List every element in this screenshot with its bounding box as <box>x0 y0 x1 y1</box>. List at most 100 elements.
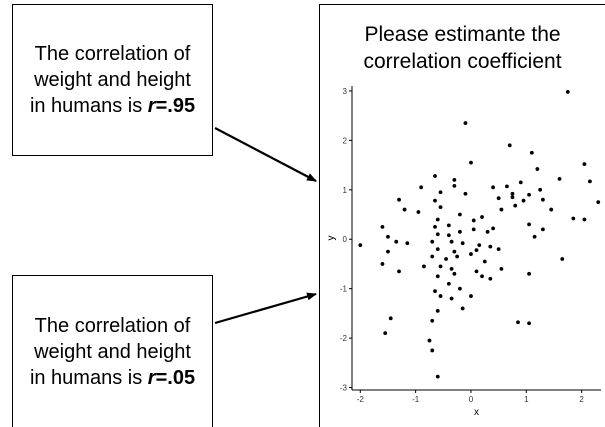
r-value: =.05 <box>155 366 196 389</box>
scatter-point <box>521 198 526 203</box>
scatter-points <box>358 90 601 379</box>
scatter-point <box>499 266 504 271</box>
scatter-point <box>469 294 473 298</box>
scatter-point <box>386 234 390 239</box>
y-axis-ticks: -3 -2 -1 0 1 2 3 <box>340 87 352 393</box>
scatter-point <box>380 224 385 229</box>
scatter-point <box>394 239 399 244</box>
scatter-point <box>538 187 543 192</box>
scatter-point <box>463 191 468 196</box>
scatter-point <box>416 210 421 214</box>
scatter-point <box>435 309 440 313</box>
scatter-point <box>469 160 473 165</box>
scatter-point <box>430 318 435 323</box>
x-tick-label: 2 <box>579 395 584 404</box>
y-axis-label: y <box>326 236 337 241</box>
scatter-point <box>596 200 601 205</box>
scatter-point <box>388 316 393 321</box>
scatter-point <box>488 276 493 281</box>
scatter-point <box>477 243 482 248</box>
scatter-point <box>358 243 363 248</box>
scatter-point <box>433 289 437 294</box>
scatter-point <box>452 271 457 276</box>
scatter-point <box>571 216 576 221</box>
scatter-point <box>460 241 465 246</box>
y-tick-label: -2 <box>340 334 348 343</box>
scatter-point <box>435 374 440 379</box>
scatter-point <box>433 224 437 229</box>
scatter-point <box>455 254 460 259</box>
scatter-point <box>449 239 454 244</box>
scatter-point <box>438 205 443 210</box>
r-symbol: r <box>147 366 156 389</box>
scatter-point <box>463 121 468 125</box>
message-line-2: weight and height <box>34 340 191 363</box>
scatter-point <box>430 254 435 259</box>
scatter-point <box>557 177 562 181</box>
scatter-point <box>427 338 432 343</box>
scatter-point <box>449 296 454 301</box>
scatter-point <box>452 249 457 254</box>
scatter-point <box>444 257 448 261</box>
scatter-point <box>469 252 473 256</box>
message-line-1: The correlation of <box>34 314 191 337</box>
x-tick-label: 1 <box>524 395 529 404</box>
scatter-point <box>527 271 531 276</box>
scatter-point <box>541 197 545 202</box>
y-tick-label: 3 <box>343 87 348 96</box>
scatter-point <box>471 218 476 223</box>
scatter-point <box>507 143 512 148</box>
message-line-2: weight and height <box>34 69 191 91</box>
scatter-point <box>588 179 592 184</box>
scatter-point <box>482 259 487 264</box>
scatter-point <box>458 286 462 291</box>
scatter-point <box>527 321 531 326</box>
scatter-point <box>485 229 490 234</box>
scatter-point <box>380 262 385 266</box>
scatter-point <box>516 320 520 325</box>
scatter-point <box>383 331 388 336</box>
scatter-point <box>541 227 545 232</box>
scatter-point <box>430 348 435 353</box>
scatter-point <box>582 217 587 222</box>
scatter-point <box>452 183 457 188</box>
arrow-to-plot-from-top <box>214 127 317 182</box>
scatter-point <box>480 274 484 279</box>
scatter-point <box>435 274 440 279</box>
scatter-point <box>496 247 501 252</box>
scatter-point <box>433 198 437 203</box>
r-value: =.95 <box>155 95 196 117</box>
scatter-point <box>535 167 540 171</box>
scatter-point <box>446 281 451 286</box>
message-line-1: The correlation of <box>34 43 191 65</box>
scatter-point <box>422 264 426 269</box>
scatter-point <box>433 174 437 178</box>
y-tick-label: 1 <box>343 186 348 195</box>
y-tick-label: -3 <box>340 384 348 393</box>
scatter-point <box>518 180 523 185</box>
x-axis-ticks: -2 -1 0 1 2 <box>357 390 584 404</box>
arrow-to-plot-from-bottom <box>214 292 317 325</box>
scatter-point <box>438 294 443 298</box>
scatter-point <box>438 264 443 269</box>
scatter-point <box>446 233 451 238</box>
scatter-point <box>397 197 401 202</box>
scatter-point <box>513 203 518 208</box>
x-axis-label: x <box>474 407 479 418</box>
r-symbol: r <box>147 95 156 117</box>
message-box-high-correlation: The correlation of weight and height in … <box>12 4 213 156</box>
r-value-label: r=.95 <box>148 95 195 117</box>
panel-title-line-1: Please estimante the <box>364 23 561 46</box>
scatter-point <box>491 185 495 190</box>
scatter-point <box>430 239 435 244</box>
scatter-point <box>419 185 424 190</box>
scatter-point <box>402 207 407 212</box>
scatter-point <box>449 266 454 271</box>
message-box-low-correlation: The correlation of weight and height in … <box>12 275 213 427</box>
r-value-label: r=.05 <box>148 367 195 389</box>
scatter-point <box>549 207 554 212</box>
scatter-point <box>460 306 465 311</box>
scatter-point <box>560 257 565 261</box>
x-tick-label: -2 <box>357 395 365 404</box>
